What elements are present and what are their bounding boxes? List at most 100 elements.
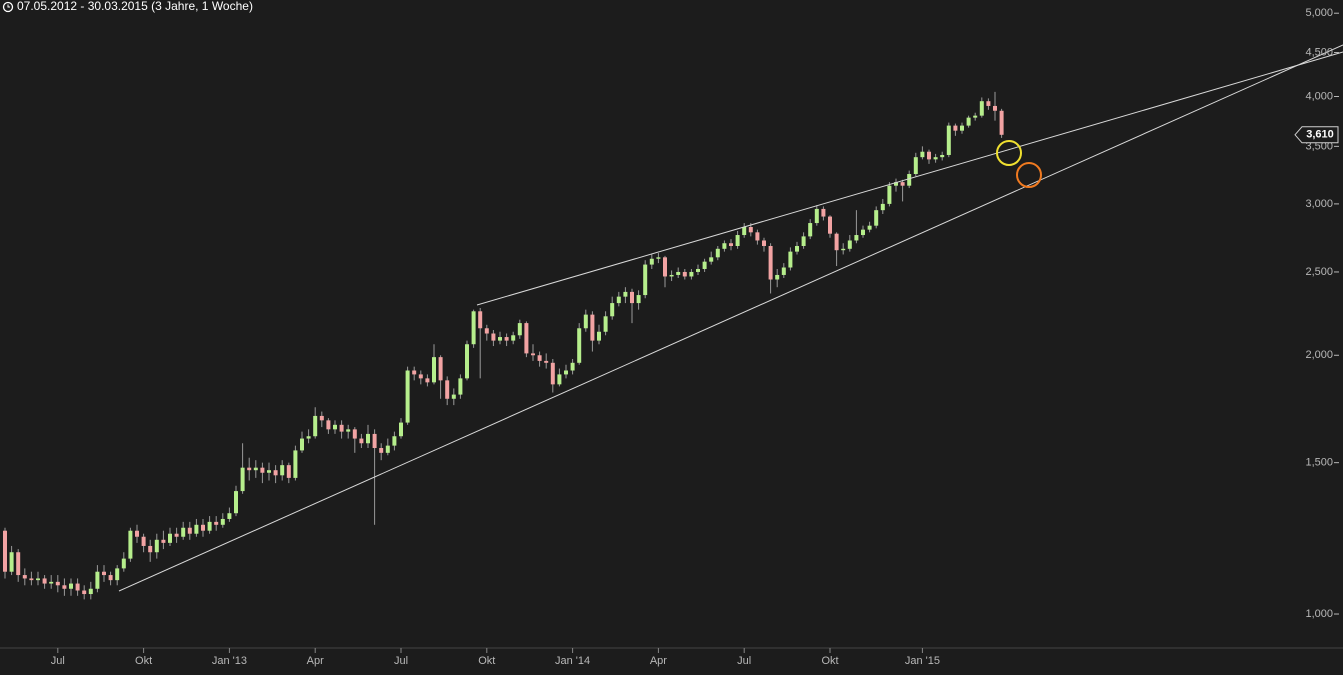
candle-body [339,424,344,432]
candle-body [808,223,813,237]
candle-body [214,521,219,525]
candle-body [478,311,483,329]
candle-body [161,539,166,543]
highlight-circle [996,140,1022,166]
candle-body [313,415,318,437]
resistance-trendline [476,51,1343,306]
candle-body [590,314,595,341]
y-tick-label: 4,500 [1305,46,1333,58]
clock-icon [2,1,14,13]
candle-body [880,203,885,211]
candle-body [729,243,733,247]
candle-body [36,578,40,581]
candle-body [973,115,978,118]
candle-body [999,110,1004,135]
candle-body [372,433,377,449]
candle-body [946,125,951,155]
candle-body [458,378,463,395]
candle-body [286,465,291,478]
candle-body [550,362,555,385]
candle-body [511,335,516,341]
candle-body [702,261,707,269]
candle-body [227,513,232,519]
candle-body [920,151,925,158]
candle-body [814,208,819,224]
candle-body [181,527,186,537]
candle-body [867,225,872,230]
candle-body [187,527,192,534]
candle-body [913,157,918,175]
candle-body [781,267,786,275]
candle-body [788,251,793,268]
candle-body [834,233,839,251]
candle-body [115,568,120,581]
last-price-label: 3,610 [1306,129,1334,141]
candle-body [267,470,271,473]
candle-body [108,575,113,581]
candle-body [630,291,634,304]
candle-body [854,235,859,241]
candle-body [801,236,806,247]
candle-body [385,445,390,453]
candle-body [603,316,608,332]
x-tick-label: Jul [394,655,408,667]
candle-body [636,295,641,304]
candle-body [306,436,311,439]
candle-body [234,491,238,514]
candle-body [366,433,370,444]
candle-body [95,571,100,589]
candle-body [432,357,436,383]
candle-body [768,246,773,280]
candle-body [979,101,984,116]
candle-body [16,552,21,576]
support-trendline [118,44,1343,592]
candle-body [669,274,674,277]
candle-body [9,552,14,572]
candle-body [326,420,331,430]
candle-body [682,271,687,277]
candle-body [273,470,278,476]
candle-body [352,429,357,439]
candle-body [491,333,496,341]
candle-body [220,518,225,525]
candle-body [168,533,172,543]
candle-body [557,374,562,385]
candle-body [240,467,245,492]
candle-body [379,448,384,453]
candle-body [346,429,351,432]
candle-body [141,536,146,546]
candle-body [927,151,931,160]
candle-body [689,271,694,277]
highlight-circle [1016,162,1042,188]
candle-body [874,210,879,226]
x-tick-label: Jan '14 [555,655,590,667]
y-tick-label: 5,000 [1305,7,1333,19]
candle-body [953,125,958,131]
candle-body [425,378,430,383]
x-tick-label: Jul [51,655,65,667]
candle-body [62,585,67,589]
candle-body [260,467,265,473]
candle-body [75,583,80,591]
x-tick-label: Apr [650,655,667,667]
candle-body [597,331,601,341]
candle-body [3,530,7,572]
candle-body [544,360,549,363]
x-tick-label: Apr [307,655,324,667]
candle-body [795,246,799,252]
y-tick-label: 2,000 [1305,349,1333,361]
y-tick-label: 3,000 [1305,198,1333,210]
candle-body [121,558,126,569]
candle-body [616,296,621,304]
candle-body [201,524,205,531]
x-tick-label: Okt [821,655,838,667]
candle-body [722,243,727,249]
candle-body [102,571,106,576]
candle-body [154,539,159,553]
x-tick-label: Okt [478,655,495,667]
candle-body [333,424,337,430]
candle-body [537,355,542,361]
candle-body [399,422,403,437]
candle-body [649,258,654,265]
